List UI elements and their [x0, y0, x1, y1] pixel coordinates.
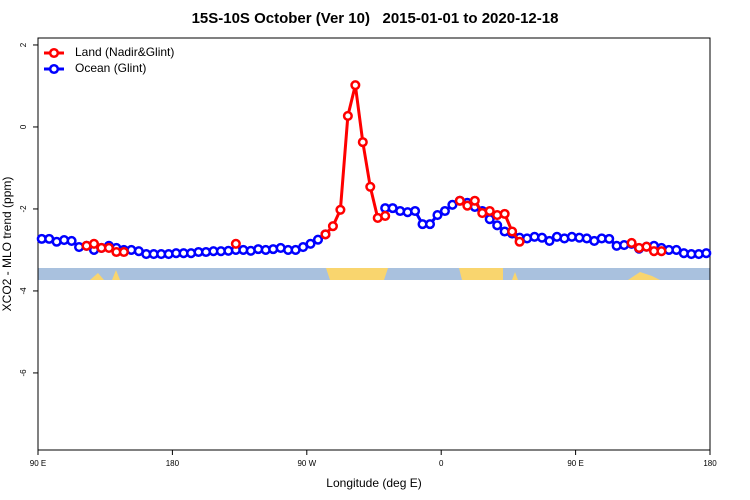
data-point: [230, 238, 241, 249]
surface-mask: [38, 268, 710, 280]
series-line: [86, 83, 662, 254]
data-point: [656, 246, 667, 257]
plot-frame: [37, 37, 711, 451]
data-point: [439, 205, 450, 217]
x-tick-label: 90 E: [30, 459, 46, 468]
legend-marker: [48, 63, 60, 75]
land-patch: [112, 270, 120, 280]
land-patch: [628, 272, 660, 280]
data-point: [604, 233, 615, 244]
data-point: [544, 235, 555, 246]
x-tick-label: 180: [166, 459, 180, 468]
data-point: [342, 110, 353, 121]
y-tick-label: -6: [19, 369, 28, 377]
data-point: [118, 246, 129, 258]
data-point: [514, 236, 525, 247]
y-axis-label: XCO2 - MLO trend (ppm): [0, 177, 14, 312]
legend-label: Ocean (Glint): [75, 61, 146, 75]
legend-marker: [48, 47, 60, 59]
land-patch: [459, 268, 503, 280]
data-point: [447, 199, 458, 210]
data-point: [410, 205, 421, 217]
data-point: [327, 221, 338, 232]
data-point: [103, 242, 114, 253]
data-point: [507, 226, 518, 237]
data-point: [499, 208, 510, 219]
data-point: [484, 205, 495, 217]
y-tick-label: -2: [19, 205, 28, 213]
land-patch: [512, 272, 518, 280]
legend-label: Land (Nadir&Glint): [75, 45, 174, 59]
x-tick-label: 0: [439, 459, 444, 468]
data-point: [432, 210, 443, 221]
data-point: [641, 241, 652, 252]
data-point: [305, 238, 316, 249]
data-point: [320, 229, 331, 240]
data-point: [701, 248, 712, 259]
y-tick-label: -4: [19, 287, 28, 295]
chart-title: 15S-10S October (Ver 10) 2015-01-01 to 2…: [192, 10, 559, 27]
y-tick-label: 2: [19, 42, 28, 47]
data-point: [492, 220, 503, 231]
x-tick-label: 180: [703, 459, 717, 468]
data-point: [335, 204, 346, 215]
x-axis-label: Longitude (deg E): [326, 476, 421, 490]
data-point: [357, 137, 368, 148]
data-point: [312, 234, 324, 245]
data-point: [454, 195, 465, 206]
data-point: [626, 237, 637, 249]
data-point: [350, 80, 361, 91]
data-point: [462, 200, 473, 211]
x-tick-label: 90 E: [567, 459, 583, 468]
x-tick-label: 90 W: [297, 459, 316, 468]
land-patch: [90, 273, 104, 280]
data-point: [469, 195, 480, 206]
data-point: [66, 235, 77, 246]
land-patch: [326, 268, 388, 280]
data-point: [88, 238, 100, 249]
data-point: [365, 181, 376, 192]
y-tick-label: 0: [19, 124, 28, 129]
data-point: [380, 210, 391, 221]
data-point: [424, 219, 436, 230]
